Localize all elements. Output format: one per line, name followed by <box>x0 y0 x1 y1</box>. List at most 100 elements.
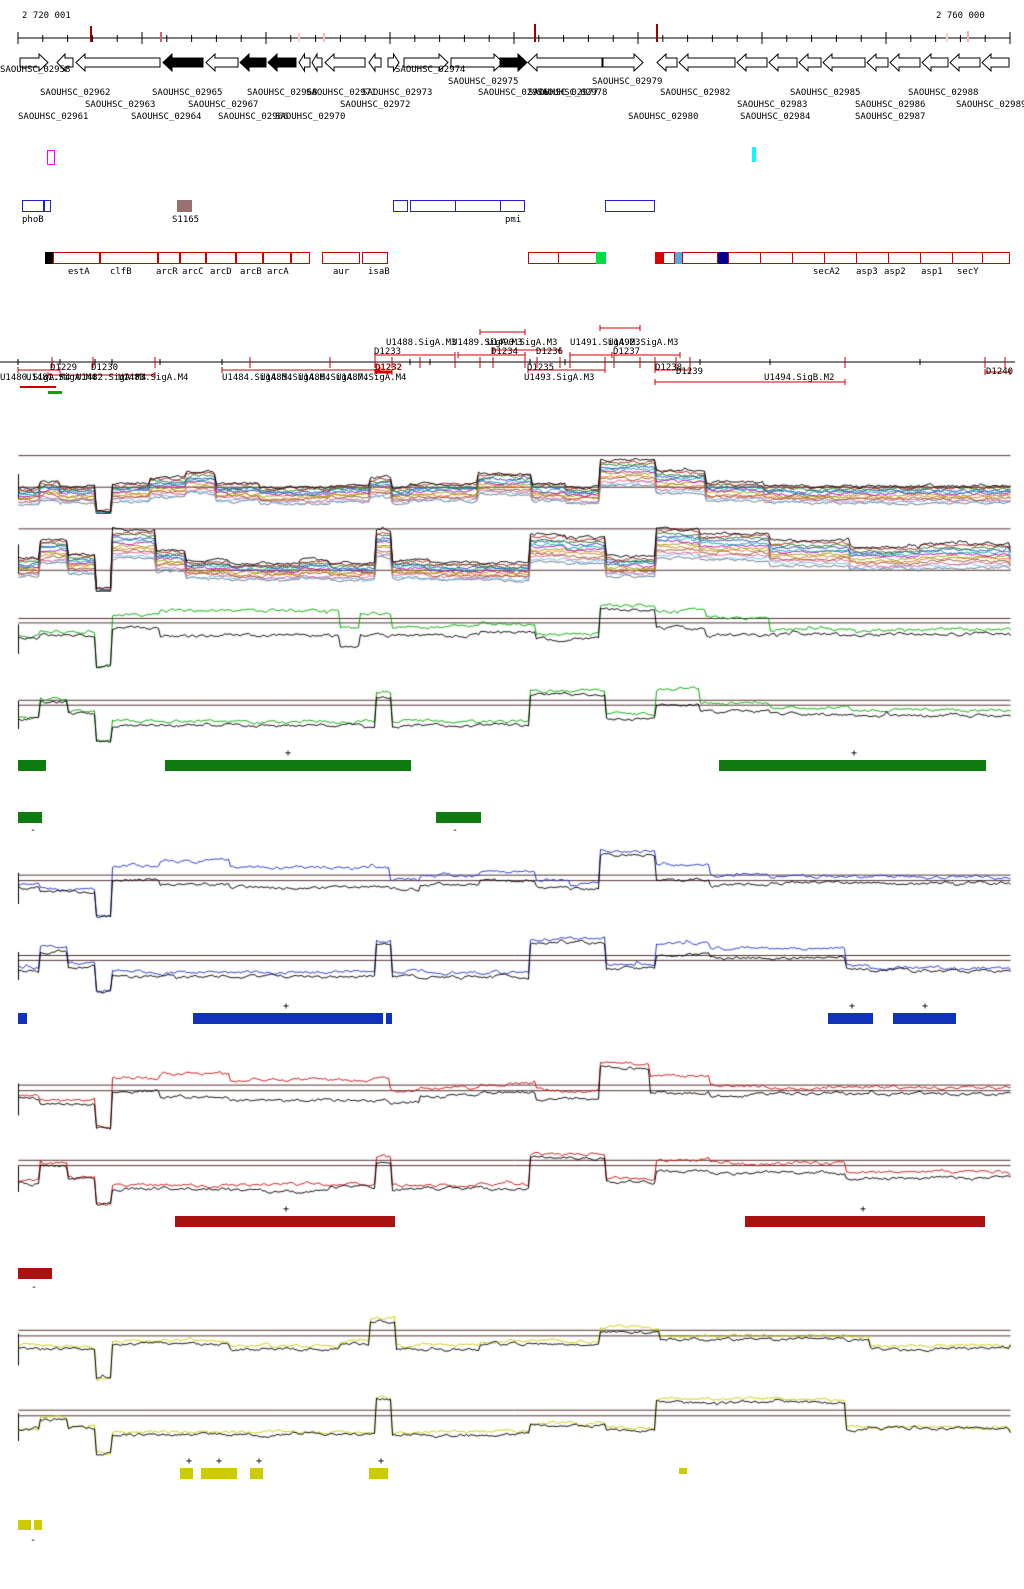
gene-arrow[interactable] <box>798 52 822 73</box>
gene-arrow[interactable] <box>403 52 449 73</box>
gene-arrow[interactable] <box>889 52 921 73</box>
red-feature-track-box[interactable] <box>53 252 100 264</box>
red-minus-segments[interactable] <box>18 1268 52 1279</box>
red-feature-track-box[interactable] <box>180 252 206 264</box>
blue-plus-segments[interactable] <box>893 1013 956 1024</box>
blue-plus-segments[interactable] <box>386 1013 392 1024</box>
red-plus-segments[interactable] <box>175 1216 395 1227</box>
gene-arrow[interactable] <box>981 52 1010 73</box>
red-feature-track-box[interactable] <box>718 252 728 264</box>
yellow-plus-segments[interactable] <box>369 1468 388 1479</box>
blue-feature-track-box[interactable] <box>393 200 408 212</box>
transcript-label[interactable]: D1233 <box>374 347 402 357</box>
gene-arrow[interactable] <box>162 52 204 73</box>
blue-feature-track-box[interactable] <box>605 200 655 212</box>
transcript-label[interactable]: U1480.SigA.M4 <box>0 373 71 383</box>
yellow-plus-segments[interactable] <box>679 1468 687 1474</box>
transcript-label[interactable]: U1494.SigB.M2 <box>764 373 835 383</box>
yellow-plus-segments[interactable] <box>180 1468 193 1479</box>
transcript-label[interactable]: D1240 <box>986 367 1014 377</box>
red-feature-track-box[interactable] <box>362 252 388 264</box>
red-feature-track-box[interactable] <box>682 252 718 264</box>
gene-arrow[interactable] <box>450 52 504 73</box>
gene-arrow[interactable] <box>387 52 400 73</box>
blue-plus-segments[interactable] <box>193 1013 383 1024</box>
transcript-label[interactable]: U1483.SigA.M4 <box>118 373 189 383</box>
blue-feature-track-box[interactable] <box>177 200 192 212</box>
gene-arrow[interactable] <box>822 52 866 73</box>
transcript-label[interactable]: D1230 <box>91 363 119 373</box>
transcript-label[interactable]: U1487.SigA.M4 <box>336 373 407 383</box>
red-feature-track-box[interactable] <box>158 252 180 264</box>
gene-arrow[interactable] <box>736 52 768 73</box>
gene-arrow[interactable] <box>921 52 949 73</box>
gene-arrow[interactable] <box>602 52 644 73</box>
yellow-minus-segments[interactable] <box>34 1520 42 1530</box>
red-feature-track-box[interactable] <box>236 252 263 264</box>
red-feature-track-box[interactable] <box>663 252 675 264</box>
transcript-label[interactable]: U1486.SigA.M4 <box>298 373 369 383</box>
green-plus-segments[interactable] <box>18 760 46 771</box>
yellow-plus-segments[interactable] <box>201 1468 237 1479</box>
gene-arrow[interactable] <box>368 52 382 73</box>
red-feature-track-box[interactable] <box>206 252 236 264</box>
transcript-label[interactable]: U1481.SigA.M4 <box>26 373 97 383</box>
transcript-label[interactable]: U1493.SigA.M3 <box>524 373 595 383</box>
red-feature-track-box[interactable] <box>291 252 310 264</box>
red-feature-track-box[interactable] <box>675 252 682 264</box>
transcript-label[interactable]: D1235 <box>527 363 555 373</box>
gene-arrow[interactable] <box>205 52 239 73</box>
transcript-label[interactable]: D1238 <box>655 363 683 373</box>
gene-arrow[interactable] <box>75 52 161 73</box>
transcript-label[interactable]: D1236 <box>536 347 564 357</box>
red-feature-track-box[interactable] <box>322 252 360 264</box>
transcript-label[interactable]: U1482.SigA.M4 <box>76 373 147 383</box>
blue-feature-track-box[interactable] <box>22 200 44 212</box>
transcript-label[interactable]: D1239 <box>676 367 704 377</box>
red-plus-segments[interactable] <box>745 1216 985 1227</box>
red-feature-track-box[interactable] <box>596 252 606 264</box>
red-feature-track-box[interactable] <box>655 252 663 264</box>
transcript-label[interactable]: D1237 <box>613 347 641 357</box>
transcript-label[interactable]: U1484.SigA.M4 <box>222 373 293 383</box>
gene-arrow[interactable] <box>298 52 311 73</box>
gene-arrow[interactable] <box>768 52 798 73</box>
green-minus-segments[interactable] <box>436 812 481 823</box>
red-feature-track-box[interactable] <box>728 252 1010 264</box>
transcript-label[interactable]: U1489.SigA.M3 <box>452 338 523 348</box>
transcript-label[interactable]: D1232 <box>375 363 403 373</box>
gene-arrow[interactable] <box>866 52 889 73</box>
gene-arrow[interactable] <box>311 52 323 73</box>
transcript-label[interactable]: U1490.SigA.M3 <box>487 338 558 348</box>
transcript-label[interactable]: U1491.SigA.M3 <box>570 338 641 348</box>
green-plus-segments[interactable] <box>719 760 986 771</box>
transcript-label[interactable]: D1229 <box>50 363 78 373</box>
gene-arrow[interactable] <box>239 52 267 73</box>
transcript-label[interactable]: U1485.SigA.M4 <box>260 373 331 383</box>
red-feature-track-box[interactable] <box>263 252 291 264</box>
blue-plus-segments[interactable] <box>828 1013 873 1024</box>
gene-arrow[interactable] <box>19 52 49 73</box>
blue-feature-track-box[interactable] <box>410 200 525 212</box>
red-feature-track-box[interactable] <box>100 252 158 264</box>
blue-feature-track-box[interactable] <box>44 200 51 212</box>
signal-track-blue-condition-plus <box>0 845 1024 923</box>
gene-arrow[interactable] <box>324 52 366 73</box>
red-feature-track-box[interactable] <box>45 252 53 264</box>
yellow-minus-segments[interactable] <box>18 1520 31 1530</box>
gene-arrow[interactable] <box>656 52 678 73</box>
transcript-label[interactable]: U1492.SigA.M3 <box>608 338 679 348</box>
transcript-label[interactable]: D1234 <box>491 347 519 357</box>
green-plus-segments[interactable] <box>165 760 411 771</box>
green-minus-segments[interactable] <box>18 812 42 823</box>
gene-arrow[interactable] <box>499 52 528 73</box>
gene-arrow[interactable] <box>267 52 297 73</box>
gene-arrow[interactable] <box>949 52 981 73</box>
transcript-label[interactable]: U1488.SigA.M3 <box>386 338 457 348</box>
red-feature-track-box[interactable] <box>528 252 600 264</box>
gene-arrow[interactable] <box>56 52 74 73</box>
blue-plus-segments[interactable] <box>18 1013 27 1024</box>
gene-arrow[interactable] <box>678 52 736 73</box>
yellow-plus-segments[interactable] <box>250 1468 263 1479</box>
gene-arrow[interactable] <box>527 52 603 73</box>
